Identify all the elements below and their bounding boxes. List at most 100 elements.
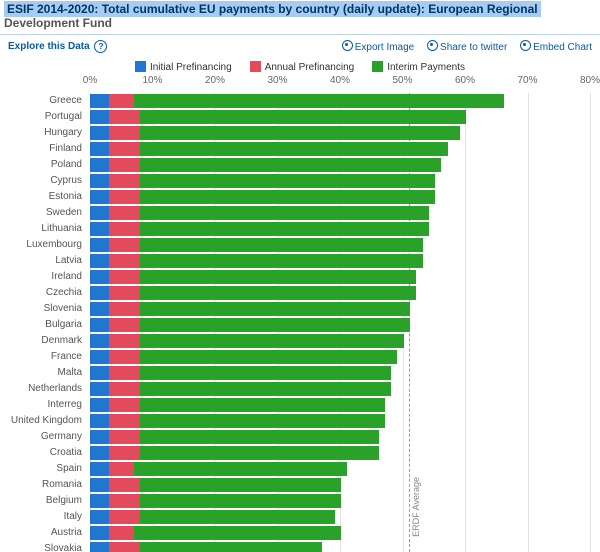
bar-segment [90, 526, 109, 540]
bar-row: Sweden [4, 205, 592, 221]
x-tick: 10% [142, 75, 162, 86]
bar-segment [90, 542, 109, 552]
bar-segment [140, 286, 416, 300]
bar-area [90, 222, 592, 236]
bar-segment [90, 382, 109, 396]
x-tick: 50% [392, 75, 412, 86]
y-axis-label: France [4, 349, 86, 365]
legend-swatch [372, 61, 383, 72]
bar-segment [109, 382, 140, 396]
bar-segment [140, 142, 447, 156]
bar-segment [140, 158, 441, 172]
share-twitter-link[interactable]: Share to twitter [427, 42, 507, 53]
bar-segment [134, 526, 341, 540]
bar-segment [140, 270, 416, 284]
bar-segment [109, 238, 140, 252]
x-tick: 40% [330, 75, 350, 86]
bar-row: Greece [4, 93, 592, 109]
bar-segment [140, 430, 378, 444]
bar-segment [109, 430, 140, 444]
bar-row: Finland [4, 141, 592, 157]
y-axis-label: Malta [4, 365, 86, 381]
embed-chart-link[interactable]: Embed Chart [520, 42, 592, 53]
bar-segment [109, 174, 140, 188]
y-axis-label: Bulgaria [4, 317, 86, 333]
bar-area [90, 414, 592, 428]
bar-area [90, 542, 592, 552]
bar-area [90, 286, 592, 300]
bar-segment [109, 494, 140, 508]
explore-label: Explore this Data [8, 41, 90, 52]
bar-row: Belgium [4, 493, 592, 509]
x-tick: 20% [205, 75, 225, 86]
bar-row: Portugal [4, 109, 592, 125]
bar-area [90, 382, 592, 396]
bar-segment [140, 542, 322, 552]
bar-segment [90, 238, 109, 252]
bar-segment [90, 398, 109, 412]
bar-area [90, 510, 592, 524]
bar-segment [140, 318, 410, 332]
bar-segment [90, 94, 109, 108]
bar-row: Malta [4, 365, 592, 381]
bar-area [90, 254, 592, 268]
y-axis-label: Estonia [4, 189, 86, 205]
bar-segment [109, 158, 140, 172]
bar-area [90, 526, 592, 540]
bar-area [90, 302, 592, 316]
export-image-link[interactable]: Export Image [342, 42, 414, 53]
y-axis-label: Latvia [4, 253, 86, 269]
bar-segment [109, 398, 140, 412]
y-axis-label: Lithuania [4, 221, 86, 237]
bar-segment [140, 206, 429, 220]
bar-segment [90, 142, 109, 156]
bar-row: Denmark [4, 333, 592, 349]
y-axis-label: Belgium [4, 493, 86, 509]
y-axis-label: Sweden [4, 205, 86, 221]
share-icon [427, 40, 438, 51]
bar-segment [109, 110, 140, 124]
bar-segment [90, 318, 109, 332]
bar-segment [134, 94, 504, 108]
toolbar: Explore this Data ? Export Image Share t… [0, 35, 600, 57]
bar-segment [90, 462, 109, 476]
y-axis-label: Italy [4, 509, 86, 525]
bar-row: Croatia [4, 445, 592, 461]
bar-segment [134, 462, 347, 476]
bar-segment [109, 334, 140, 348]
legend-item: Annual Prefinancing [250, 61, 355, 73]
y-axis-label: Ireland [4, 269, 86, 285]
bar-row: Slovakia [4, 541, 592, 552]
bar-segment [109, 318, 140, 332]
y-axis-label: Denmark [4, 333, 86, 349]
bar-segment [90, 126, 109, 140]
x-tick: 0% [83, 75, 97, 86]
bar-row: Romania [4, 477, 592, 493]
bar-segment [109, 366, 140, 380]
y-axis-label: Slovenia [4, 301, 86, 317]
bar-segment [90, 174, 109, 188]
bar-row: Austria [4, 525, 592, 541]
y-axis-label: Spain [4, 461, 86, 477]
bar-row: Interreg [4, 397, 592, 413]
y-axis-label: Cyprus [4, 173, 86, 189]
bar-segment [140, 446, 378, 460]
bar-segment [140, 126, 460, 140]
y-axis-label: Poland [4, 157, 86, 173]
bar-row: Slovenia [4, 301, 592, 317]
y-axis-label: Hungary [4, 125, 86, 141]
y-axis-label: Germany [4, 429, 86, 445]
bar-area [90, 366, 592, 380]
y-axis-label: Austria [4, 525, 86, 541]
bar-segment [109, 510, 140, 524]
explore-data-link[interactable]: Explore this Data ? [8, 40, 107, 53]
bar-segment [140, 190, 435, 204]
bar-row: Latvia [4, 253, 592, 269]
bar-area [90, 238, 592, 252]
bar-segment [109, 286, 140, 300]
info-icon: ? [94, 40, 107, 53]
bar-segment [140, 510, 335, 524]
bar-segment [140, 302, 410, 316]
bar-segment [109, 302, 140, 316]
bar-area [90, 446, 592, 460]
